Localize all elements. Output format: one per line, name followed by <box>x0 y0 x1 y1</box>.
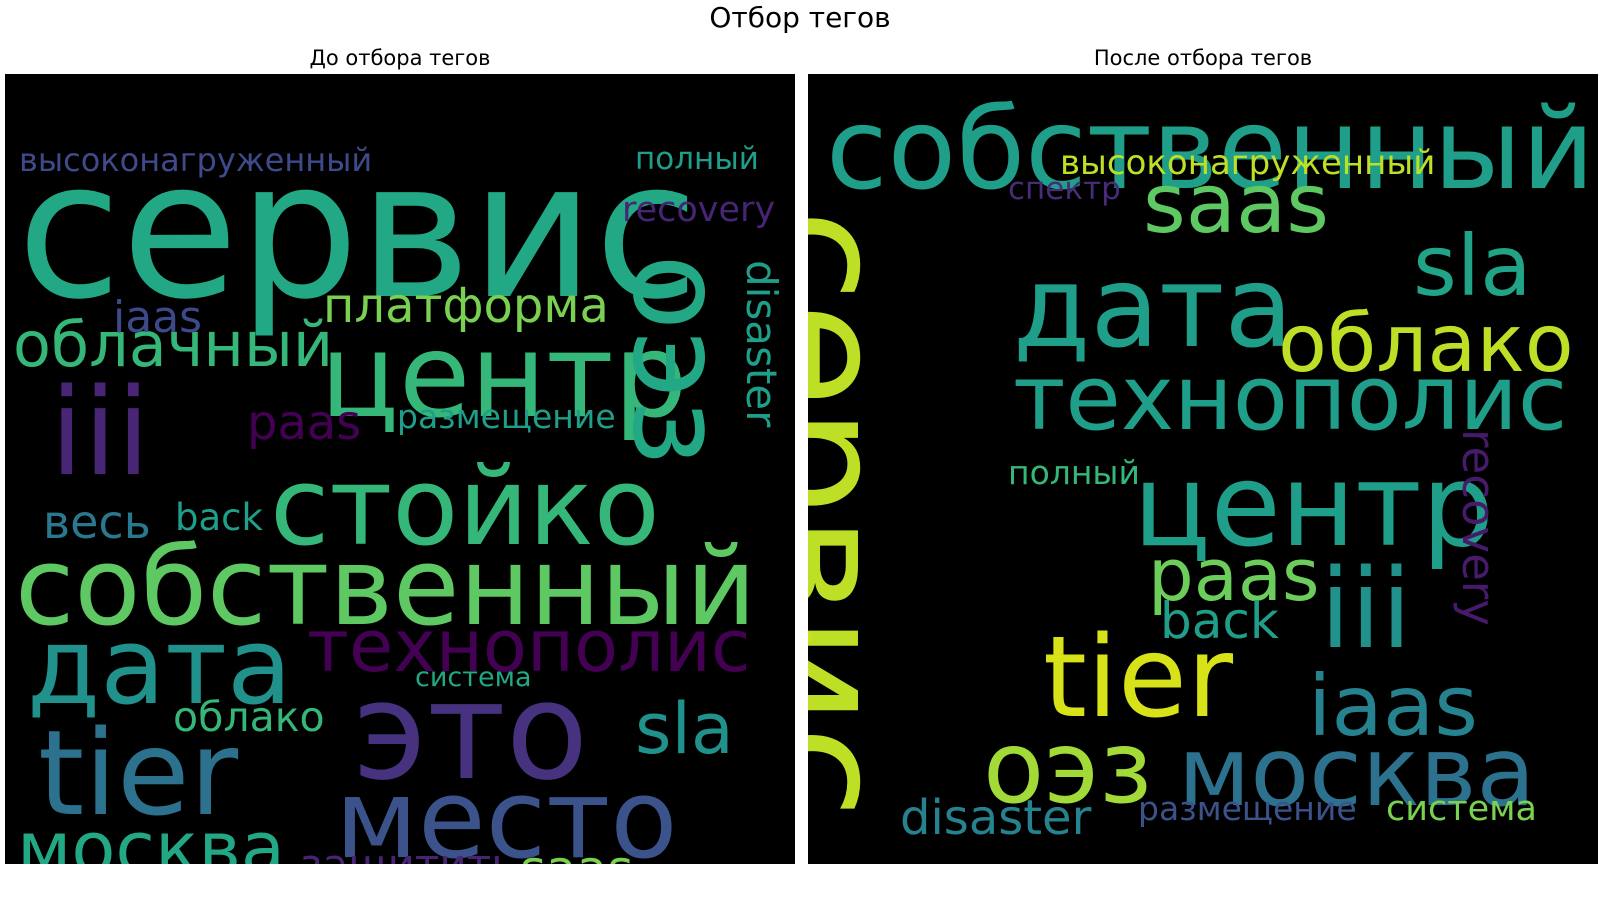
wordcloud-word: высоконагруженный <box>19 141 373 179</box>
wordcloud-word: полный <box>635 141 759 177</box>
wordcloud-word: saas <box>1143 157 1329 252</box>
wordcloud-word: система <box>415 662 532 693</box>
wordcloud-word: recovery <box>622 190 776 230</box>
wordcloud-word: disaster <box>900 790 1092 846</box>
figure-title: Отбор тегов <box>709 1 891 34</box>
wordcloud-word: сервис <box>17 120 699 341</box>
wordcloud-word: дата <box>27 605 292 728</box>
wordcloud-word: облако <box>173 693 325 741</box>
wordcloud-word: iii <box>50 364 151 503</box>
wordcloud-word: технополис <box>1013 346 1568 451</box>
wordcloud-word: это <box>353 653 589 810</box>
wordcloud-word: защитить <box>300 844 516 865</box>
wordcloud-word: платформа <box>808 316 833 864</box>
wordcloud-word: стойко <box>270 445 660 570</box>
wordcloud-word: москва <box>1178 716 1536 828</box>
wordcloud-word: размещение <box>1138 789 1357 828</box>
wordcloud-word: место <box>335 755 678 864</box>
wordcloud-word: оэз <box>983 709 1153 826</box>
panel-title-before: До отбора тегов <box>309 46 491 70</box>
wordcloud-word: центр <box>1133 439 1495 572</box>
wordcloud-word: sla <box>1413 217 1532 315</box>
wordcloud-word: sla <box>635 688 734 770</box>
wordcloud-word: tier <box>38 704 239 842</box>
wordcloud-word: весь <box>43 495 151 549</box>
wordcloud-word: iaas <box>113 292 203 343</box>
wordcloud-word: спектр <box>648 859 757 865</box>
wordcloud-word: paas <box>1148 533 1320 617</box>
wordcloud-word: back <box>175 496 263 539</box>
wordcloud-word: paas <box>247 395 362 451</box>
wordcloud-word: собственный <box>826 85 1595 215</box>
wordcloud-word: tier <box>1043 613 1233 743</box>
wordcloud-before: сервис центр оэз iii облачный платформа iaas pa… <box>5 74 795 864</box>
wordcloud-word: disaster <box>737 260 786 428</box>
panel-title-after: После отбора тегов <box>1093 46 1313 70</box>
wordcloud-word: платформа <box>323 278 609 334</box>
wordcloud-word: облачный <box>13 308 334 381</box>
wordcloud-word: полный <box>1008 453 1140 492</box>
wordcloud-word: облако <box>1278 297 1574 390</box>
wordcloud-word: iii <box>1320 545 1412 673</box>
wordcloud-word: система <box>1386 789 1538 829</box>
wordcloud-word: спектр <box>1008 171 1121 207</box>
wordcloud-word: технополис <box>307 604 751 688</box>
wordcloud-word: recovery <box>1452 429 1505 626</box>
wordcloud-word: saas <box>520 844 633 864</box>
wordcloud-word: высоконагруженный <box>1060 143 1436 183</box>
wordcloud-word: iaas <box>1308 657 1479 755</box>
wordcloud-word: москва <box>17 806 285 864</box>
wordcloud-word: дата <box>1013 243 1293 373</box>
wordcloud-word: оэз <box>605 254 750 466</box>
wordcloud-word: собственный <box>15 525 757 650</box>
wordcloud-word: размещение <box>397 397 616 436</box>
wordcloud-after: собственный высоконагруженный saas спектр sl… <box>808 74 1598 864</box>
wordcloud-word: back <box>1160 592 1279 650</box>
wordcloud-word: центр <box>320 309 688 444</box>
